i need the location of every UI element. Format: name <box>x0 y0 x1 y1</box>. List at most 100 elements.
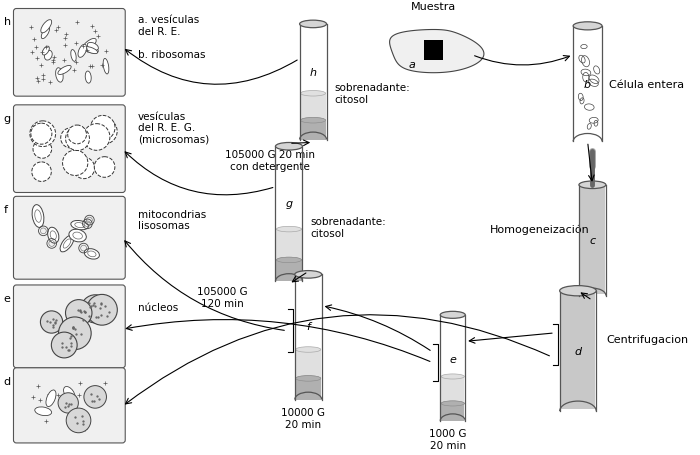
Text: Homogeneización: Homogeneización <box>489 224 589 235</box>
Ellipse shape <box>45 51 52 61</box>
Ellipse shape <box>60 236 74 253</box>
Bar <box>561 293 595 410</box>
Text: vesículas
del R. E. G.
(microsomas): vesículas del R. E. G. (microsomas) <box>138 111 209 145</box>
Text: a: a <box>409 60 416 70</box>
Text: h: h <box>309 68 316 78</box>
Ellipse shape <box>276 227 302 233</box>
Ellipse shape <box>30 121 55 147</box>
Ellipse shape <box>31 124 52 145</box>
Ellipse shape <box>441 374 464 379</box>
Ellipse shape <box>300 118 326 124</box>
Ellipse shape <box>300 21 327 29</box>
Text: Célula entera: Célula entera <box>609 80 684 90</box>
Bar <box>560 291 596 411</box>
Ellipse shape <box>42 47 49 56</box>
Ellipse shape <box>83 40 96 52</box>
Ellipse shape <box>41 311 63 334</box>
Ellipse shape <box>51 332 77 358</box>
Text: d: d <box>575 346 582 356</box>
Ellipse shape <box>69 230 86 243</box>
Text: sobrenadante:
citosol: sobrenadante: citosol <box>310 217 386 238</box>
Text: g: g <box>286 199 293 209</box>
Text: e: e <box>449 354 456 364</box>
FancyBboxPatch shape <box>13 10 125 97</box>
Text: f: f <box>4 205 8 215</box>
Ellipse shape <box>87 295 118 325</box>
Ellipse shape <box>295 347 321 353</box>
Ellipse shape <box>68 126 87 145</box>
Text: 105000 G
120 min: 105000 G 120 min <box>197 286 248 308</box>
Text: Centrifugacion: Centrifugacion <box>606 334 688 344</box>
Text: 10000 G
20 min: 10000 G 20 min <box>281 407 326 429</box>
Ellipse shape <box>88 43 99 51</box>
Ellipse shape <box>90 116 115 141</box>
Bar <box>441 404 464 421</box>
Ellipse shape <box>81 295 109 323</box>
Ellipse shape <box>103 59 108 75</box>
Text: h: h <box>4 17 11 27</box>
Ellipse shape <box>35 407 52 416</box>
Bar <box>276 147 302 282</box>
Text: e: e <box>4 293 10 303</box>
Ellipse shape <box>276 258 302 263</box>
Text: núcleos: núcleos <box>138 303 178 313</box>
Ellipse shape <box>300 91 326 97</box>
FancyBboxPatch shape <box>13 368 125 443</box>
FancyBboxPatch shape <box>13 285 125 368</box>
Bar <box>276 230 302 260</box>
Ellipse shape <box>58 393 78 413</box>
Ellipse shape <box>74 158 95 179</box>
Ellipse shape <box>41 28 50 40</box>
Ellipse shape <box>295 376 321 381</box>
Ellipse shape <box>92 119 117 145</box>
Ellipse shape <box>94 157 115 178</box>
Text: f: f <box>307 322 310 332</box>
Ellipse shape <box>33 140 52 159</box>
Ellipse shape <box>32 205 44 228</box>
Bar <box>295 350 321 379</box>
Bar <box>300 121 326 140</box>
Ellipse shape <box>579 182 606 189</box>
Text: Muestra: Muestra <box>411 2 456 12</box>
Ellipse shape <box>295 271 322 278</box>
FancyBboxPatch shape <box>13 106 125 193</box>
Ellipse shape <box>83 46 98 54</box>
Ellipse shape <box>55 69 63 83</box>
Bar <box>295 275 322 399</box>
Ellipse shape <box>62 151 88 176</box>
Ellipse shape <box>85 72 91 84</box>
Text: 1000 G
20 min: 1000 G 20 min <box>429 429 467 450</box>
Ellipse shape <box>66 127 90 151</box>
Ellipse shape <box>83 124 110 151</box>
Bar <box>441 377 464 404</box>
Ellipse shape <box>560 286 596 296</box>
Ellipse shape <box>48 228 59 244</box>
Ellipse shape <box>276 258 302 263</box>
Text: d: d <box>4 376 11 386</box>
Ellipse shape <box>32 162 51 182</box>
Ellipse shape <box>276 143 302 151</box>
Ellipse shape <box>59 317 91 350</box>
Ellipse shape <box>78 45 87 58</box>
Bar <box>424 41 443 61</box>
Bar <box>300 25 327 140</box>
Ellipse shape <box>66 408 91 433</box>
Ellipse shape <box>66 300 92 326</box>
Ellipse shape <box>46 390 56 407</box>
Ellipse shape <box>71 51 76 62</box>
Bar <box>300 94 326 121</box>
Text: b: b <box>584 80 592 90</box>
Ellipse shape <box>61 129 80 149</box>
Text: a. vesículas
del R. E.

b. ribosomas: a. vesículas del R. E. b. ribosomas <box>138 15 205 60</box>
Bar <box>276 260 302 282</box>
Ellipse shape <box>58 66 71 76</box>
Ellipse shape <box>440 312 466 318</box>
Polygon shape <box>390 30 484 74</box>
Bar <box>295 379 321 399</box>
Bar <box>440 315 466 421</box>
Ellipse shape <box>84 386 106 408</box>
Bar <box>573 27 602 142</box>
Bar <box>579 185 606 296</box>
Text: 105000 G 20 min
con detergente: 105000 G 20 min con detergente <box>225 150 315 172</box>
Text: sobrenadante:
citosol: sobrenadante: citosol <box>335 83 410 105</box>
